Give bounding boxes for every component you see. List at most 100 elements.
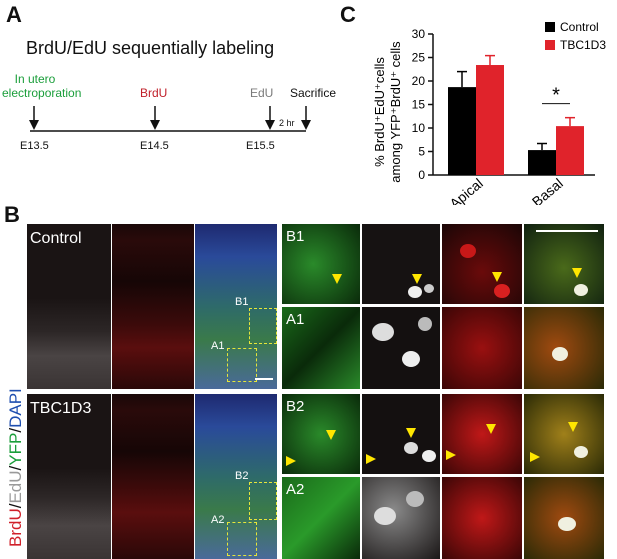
inset-a1-yfp: A1 xyxy=(282,307,360,389)
y-ticks: 0 5 10 15 20 25 30 xyxy=(412,27,433,182)
bar-chart: % BrdU⁺EdU⁺cells among YFP⁺BrdU⁺ cells 0… xyxy=(372,20,606,205)
x-tick-label-apical: Apical xyxy=(446,175,486,205)
bars xyxy=(448,54,584,175)
arrow-brdu xyxy=(150,106,160,130)
legend-swatch-tbc1d3 xyxy=(545,40,555,50)
edu-cell xyxy=(402,351,420,367)
inset-box-b1 xyxy=(249,308,277,344)
inset-b1-label: B1 xyxy=(286,228,305,245)
significance-star: * xyxy=(552,85,560,107)
inset-b2-edu xyxy=(362,394,440,474)
label-edu: EdU xyxy=(6,470,25,503)
arrowhead-icon xyxy=(366,454,376,464)
bar-apical-tbc1d3 xyxy=(476,65,504,175)
y-tick-label: 30 xyxy=(412,27,426,41)
y-tick-label: 10 xyxy=(412,121,426,135)
edu-cell xyxy=(418,317,432,331)
arrowhead-icon xyxy=(286,456,296,466)
panel-a-letter: A xyxy=(6,2,22,27)
inset-a1-brdu xyxy=(442,307,522,389)
control-row-label: Control xyxy=(30,230,82,247)
merge-cell xyxy=(574,284,588,296)
arrowhead-icon xyxy=(326,430,336,440)
interval-label: 2 hr xyxy=(279,118,295,128)
arrow-electroporation xyxy=(29,106,39,130)
timeline-axis xyxy=(29,106,311,132)
brdu-cell xyxy=(460,244,476,258)
legend-swatch-control xyxy=(545,22,555,32)
tbc1d3-merge-image: B2 A2 xyxy=(195,394,277,559)
inset-a1-edu xyxy=(362,307,440,389)
inset-b1-yfp: B1 xyxy=(282,224,360,304)
event-label-electroporation-text: In utero electroporation xyxy=(2,72,82,100)
inset-b2-brdu xyxy=(442,394,522,474)
scale-bar xyxy=(255,378,273,380)
day-label-e15: E15.5 xyxy=(246,140,275,152)
inset-b1-edu xyxy=(362,224,440,304)
y-tick-label: 25 xyxy=(412,51,426,65)
x-tick-label-basal: Basal xyxy=(529,175,566,205)
significance-bracket: * xyxy=(542,85,570,107)
inset-a1-merge xyxy=(524,307,604,389)
inset-label-a1-overlay: A1 xyxy=(211,340,225,352)
inset-b2-yfp: B2 xyxy=(282,394,360,474)
inset-label-b2-overlay: B2 xyxy=(235,470,249,482)
panel-b-letter: B xyxy=(4,202,20,227)
merge-cell xyxy=(574,446,588,458)
inset-a1-label: A1 xyxy=(286,311,305,328)
edu-cell xyxy=(374,507,396,525)
bar-basal-control xyxy=(528,150,556,175)
inset-box-b2 xyxy=(249,482,277,520)
day-label-e13: E13.5 xyxy=(20,140,49,152)
inset-b1-brdu xyxy=(442,224,522,304)
brdu-cell xyxy=(494,284,510,298)
y-tick-label: 5 xyxy=(418,145,425,159)
label-yfp: YFP xyxy=(6,433,25,466)
legend-label-tbc1d3: TBC1D3 xyxy=(560,38,606,52)
arrowhead-icon xyxy=(406,428,416,438)
legend-label-control: Control xyxy=(560,20,599,34)
edu-cell xyxy=(408,286,422,298)
label-slash-3: / xyxy=(6,428,25,433)
label-dapi: DAPI xyxy=(6,388,25,428)
inset-a2-merge xyxy=(524,477,604,559)
arrowhead-icon xyxy=(492,272,502,282)
event-label-brdu: BrdU xyxy=(140,86,168,100)
y-axis-label-line1: % BrdU⁺EdU⁺cells xyxy=(372,57,387,167)
edu-cell xyxy=(406,491,424,507)
event-label-electroporation: In utero electroporation xyxy=(2,72,81,100)
x-tick-labels: Apical Basal xyxy=(446,175,566,205)
control-edu-image: Control xyxy=(27,224,111,389)
control-brdu-image xyxy=(112,224,194,389)
edu-cell xyxy=(422,450,436,462)
y-tick-label: 20 xyxy=(412,74,426,88)
arrowhead-icon xyxy=(412,274,422,284)
arrow-sacrifice xyxy=(301,106,311,130)
inset-b2-label: B2 xyxy=(286,398,305,415)
bar-apical-control xyxy=(448,87,476,175)
arrowhead-icon xyxy=(486,424,496,434)
arrowhead-icon xyxy=(572,268,582,278)
arrowhead-icon xyxy=(568,422,578,432)
inset-a2-edu xyxy=(362,477,440,559)
event-label-sacrifice: Sacrifice xyxy=(290,86,337,100)
y-axis-label-line2: among YFP⁺BrdU⁺ cells xyxy=(388,41,403,183)
inset-label-a2-overlay: A2 xyxy=(211,514,225,526)
event-label-edu: EdU xyxy=(250,86,274,100)
channel-vertical-label: BrdU/EdU/YFP/DAPI xyxy=(6,388,25,547)
arrowhead-icon xyxy=(530,452,540,462)
scale-bar xyxy=(536,230,598,232)
inset-b1-merge xyxy=(524,224,604,304)
bar-basal-tbc1d3 xyxy=(556,126,584,175)
edu-cell xyxy=(424,284,434,293)
panel-c-letter: C xyxy=(340,2,356,27)
arrowhead-icon xyxy=(332,274,342,284)
timeline-title: BrdU/EdU sequentially labeling xyxy=(26,38,275,58)
merge-cell xyxy=(558,517,576,531)
svg-text:BrdU/EdU/YFP/DAPI: BrdU/EdU/YFP/DAPI xyxy=(6,388,25,547)
legend: Control TBC1D3 xyxy=(545,20,606,52)
y-tick-label: 15 xyxy=(412,98,426,112)
edu-cell xyxy=(372,323,394,341)
arrow-edu xyxy=(265,106,275,130)
y-tick-label: 0 xyxy=(418,168,425,182)
